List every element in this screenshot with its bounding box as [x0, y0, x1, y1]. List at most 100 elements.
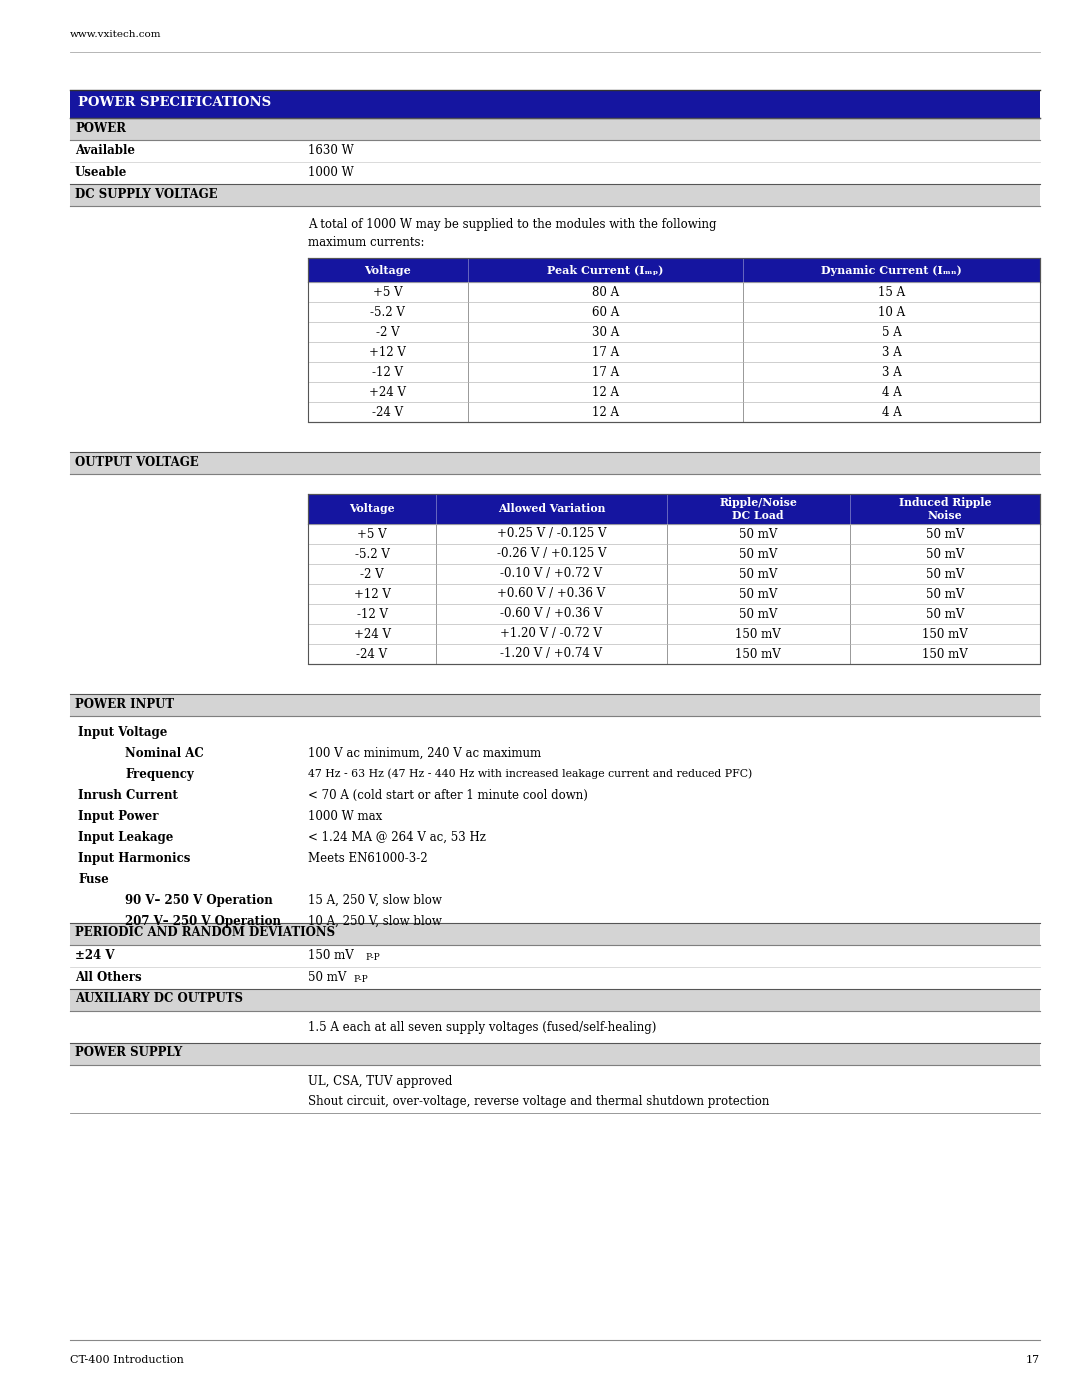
Text: 47 Hz - 63 Hz (47 Hz - 440 Hz with increased leakage current and reduced PFC): 47 Hz - 63 Hz (47 Hz - 440 Hz with incre… — [308, 768, 753, 778]
Text: Peak Current (Iₘₚ): Peak Current (Iₘₚ) — [546, 264, 663, 275]
Text: +5 V: +5 V — [357, 528, 387, 541]
Text: 50 mV: 50 mV — [739, 567, 778, 581]
Text: 80 A: 80 A — [592, 285, 619, 299]
Text: -2 V: -2 V — [361, 567, 383, 581]
Bar — [70, 1044, 1040, 1065]
Text: 15 A, 250 V, slow blow: 15 A, 250 V, slow blow — [308, 894, 442, 907]
Text: 3 A: 3 A — [881, 345, 902, 359]
Text: Fuse: Fuse — [78, 873, 109, 886]
Text: 12 A: 12 A — [592, 405, 619, 419]
Text: +1.20 V / -0.72 V: +1.20 V / -0.72 V — [500, 627, 603, 640]
Text: 30 A: 30 A — [592, 326, 619, 338]
Text: A total of 1000 W may be supplied to the modules with the following: A total of 1000 W may be supplied to the… — [308, 218, 716, 231]
Text: Available: Available — [75, 144, 135, 156]
Bar — [70, 694, 1040, 717]
Text: 50 mV: 50 mV — [739, 608, 778, 620]
Text: POWER: POWER — [75, 122, 126, 134]
Text: 15 A: 15 A — [878, 285, 905, 299]
Text: 17 A: 17 A — [592, 366, 619, 379]
Text: +24 V: +24 V — [369, 386, 406, 398]
Text: 1000 W: 1000 W — [308, 166, 354, 179]
Text: UL, CSA, TUV approved: UL, CSA, TUV approved — [308, 1076, 453, 1088]
Text: 1000 W max: 1000 W max — [308, 810, 382, 823]
Text: 50 mV: 50 mV — [308, 971, 347, 983]
Text: P-P: P-P — [365, 953, 380, 963]
Text: 10 A: 10 A — [878, 306, 905, 319]
Text: POWER SPECIFICATIONS: POWER SPECIFICATIONS — [78, 95, 271, 109]
Bar — [308, 258, 1040, 282]
Text: 17: 17 — [1026, 1355, 1040, 1365]
Text: Input Leakage: Input Leakage — [78, 831, 174, 844]
Text: Meets EN61000-3-2: Meets EN61000-3-2 — [308, 852, 428, 865]
Text: Input Power: Input Power — [78, 810, 159, 823]
Text: +12 V: +12 V — [353, 588, 391, 601]
Text: -24 V: -24 V — [373, 405, 403, 419]
Text: CT-400 Introduction: CT-400 Introduction — [70, 1355, 184, 1365]
Text: P-P: P-P — [353, 975, 368, 983]
Text: 150 mV: 150 mV — [735, 647, 781, 661]
Bar — [70, 453, 1040, 474]
Text: POWER SUPPLY: POWER SUPPLY — [75, 1046, 183, 1059]
Text: DC SUPPLY VOLTAGE: DC SUPPLY VOLTAGE — [75, 187, 218, 201]
Text: 150 mV: 150 mV — [735, 627, 781, 640]
Text: www.vxitech.com: www.vxitech.com — [70, 29, 162, 39]
Text: -1.20 V / +0.74 V: -1.20 V / +0.74 V — [500, 647, 603, 661]
Bar — [308, 258, 1040, 422]
Text: Allowed Variation: Allowed Variation — [498, 503, 605, 514]
Bar — [70, 89, 1040, 117]
Text: PERIODIC AND RANDOM DEVIATIONS: PERIODIC AND RANDOM DEVIATIONS — [75, 926, 335, 940]
Text: 90 V– 250 V Operation: 90 V– 250 V Operation — [125, 894, 273, 907]
Text: Useable: Useable — [75, 166, 127, 179]
Text: 60 A: 60 A — [592, 306, 619, 319]
Text: OUTPUT VOLTAGE: OUTPUT VOLTAGE — [75, 455, 199, 468]
Text: 50 mV: 50 mV — [739, 548, 778, 560]
Text: Ripple/Noise
DC Load: Ripple/Noise DC Load — [719, 497, 797, 521]
Text: Dynamic Current (Iₘₙ): Dynamic Current (Iₘₙ) — [821, 264, 962, 275]
Text: +0.60 V / +0.36 V: +0.60 V / +0.36 V — [497, 588, 606, 601]
Bar — [70, 184, 1040, 205]
Text: +0.25 V / -0.125 V: +0.25 V / -0.125 V — [497, 528, 606, 541]
Text: ±24 V: ±24 V — [75, 949, 114, 963]
Text: maximum currents:: maximum currents: — [308, 236, 424, 249]
Bar — [308, 495, 1040, 664]
Text: Nominal AC: Nominal AC — [125, 747, 204, 760]
Text: -12 V: -12 V — [356, 608, 388, 620]
Text: 1.5 A each at all seven supply voltages (fused/self-healing): 1.5 A each at all seven supply voltages … — [308, 1021, 657, 1034]
Text: Voltage: Voltage — [349, 503, 395, 514]
Text: Voltage: Voltage — [364, 264, 411, 275]
Text: 50 mV: 50 mV — [926, 608, 964, 620]
Text: Inrush Current: Inrush Current — [78, 789, 178, 802]
Text: 50 mV: 50 mV — [926, 528, 964, 541]
Text: 50 mV: 50 mV — [926, 567, 964, 581]
Text: 12 A: 12 A — [592, 386, 619, 398]
Text: Input Voltage: Input Voltage — [78, 726, 167, 739]
Text: Input Harmonics: Input Harmonics — [78, 852, 190, 865]
Text: 50 mV: 50 mV — [739, 588, 778, 601]
Text: Frequency: Frequency — [125, 768, 193, 781]
Text: < 1.24 MA @ 264 V ac, 53 Hz: < 1.24 MA @ 264 V ac, 53 Hz — [308, 831, 486, 844]
Text: 5 A: 5 A — [881, 326, 902, 338]
Text: +24 V: +24 V — [353, 627, 391, 640]
Text: -0.10 V / +0.72 V: -0.10 V / +0.72 V — [500, 567, 603, 581]
Text: 150 mV: 150 mV — [922, 627, 968, 640]
Text: Induced Ripple
Noise: Induced Ripple Noise — [899, 497, 991, 521]
Text: 207 V– 250 V Operation: 207 V– 250 V Operation — [125, 915, 281, 928]
Bar — [70, 989, 1040, 1011]
Text: 50 mV: 50 mV — [739, 528, 778, 541]
Text: 50 mV: 50 mV — [926, 548, 964, 560]
Text: < 70 A (cold start or after 1 minute cool down): < 70 A (cold start or after 1 minute coo… — [308, 789, 588, 802]
Text: -5.2 V: -5.2 V — [354, 548, 390, 560]
Text: 100 V ac minimum, 240 V ac maximum: 100 V ac minimum, 240 V ac maximum — [308, 747, 541, 760]
Text: 50 mV: 50 mV — [926, 588, 964, 601]
Text: POWER INPUT: POWER INPUT — [75, 697, 174, 711]
Text: 4 A: 4 A — [881, 405, 902, 419]
Text: 150 mV: 150 mV — [308, 949, 354, 963]
Text: 150 mV: 150 mV — [922, 647, 968, 661]
Text: Shout circuit, over-voltage, reverse voltage and thermal shutdown protection: Shout circuit, over-voltage, reverse vol… — [308, 1095, 769, 1108]
Text: +5 V: +5 V — [373, 285, 403, 299]
Text: -2 V: -2 V — [376, 326, 400, 338]
Text: 4 A: 4 A — [881, 386, 902, 398]
Text: -12 V: -12 V — [373, 366, 403, 379]
Text: AUXILIARY DC OUTPUTS: AUXILIARY DC OUTPUTS — [75, 992, 243, 1006]
Text: -5.2 V: -5.2 V — [370, 306, 405, 319]
